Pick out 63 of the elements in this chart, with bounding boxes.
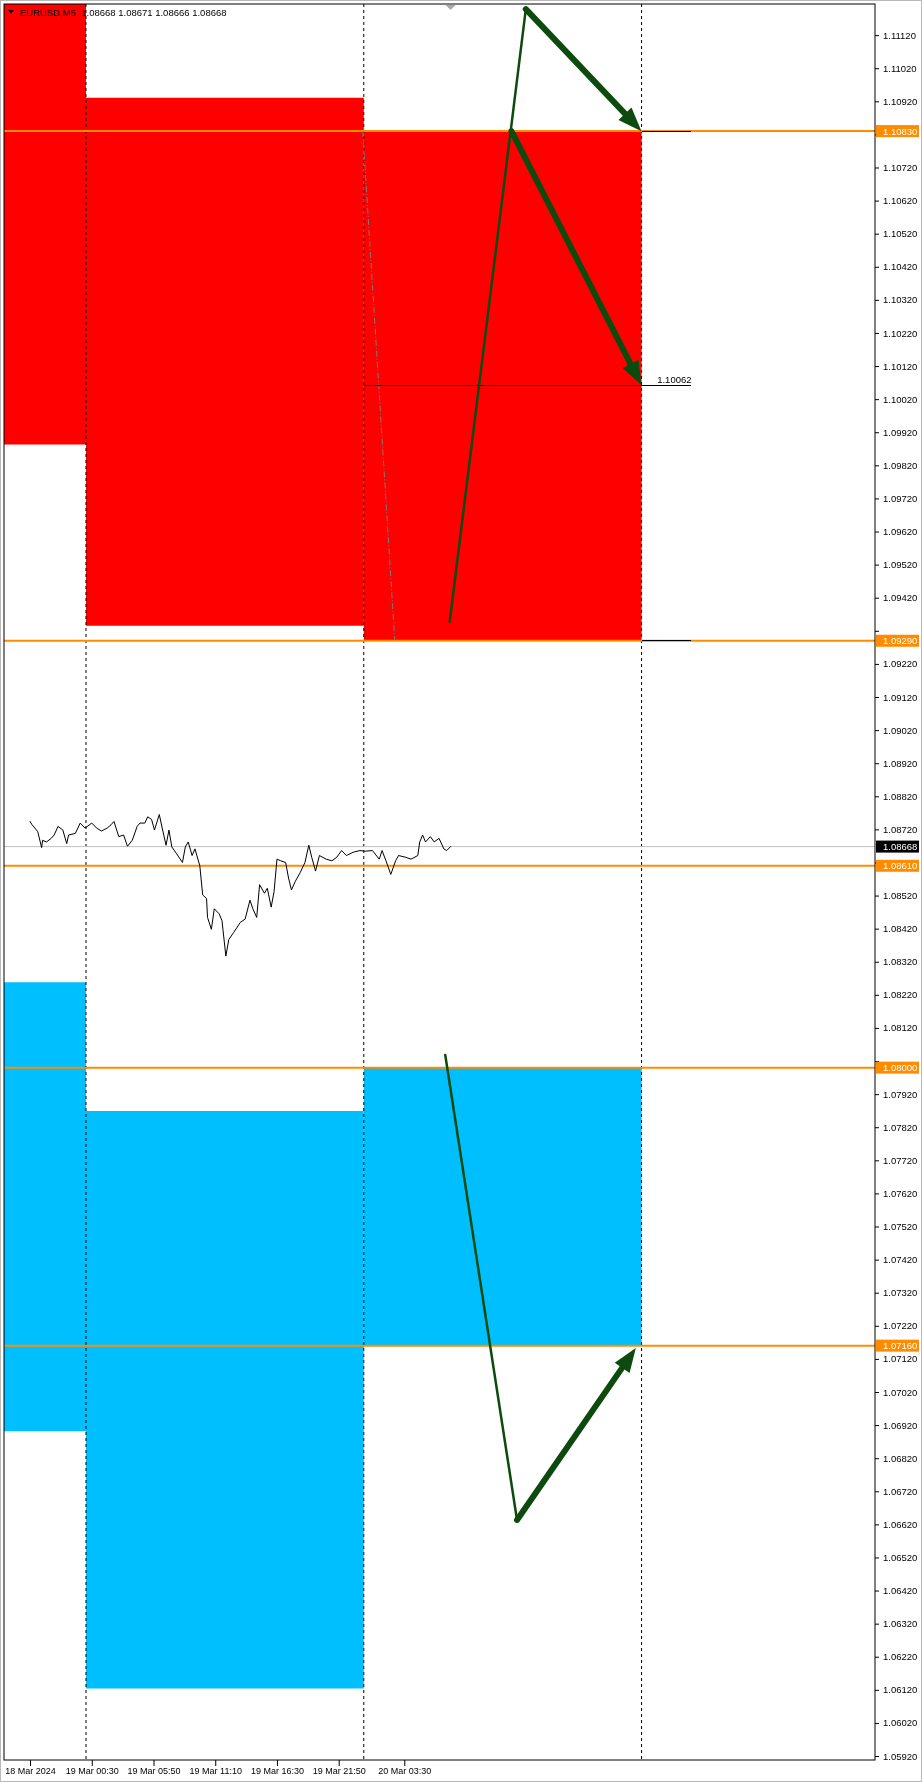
- y-tick-label: 1.07120: [883, 1353, 918, 1365]
- y-tick-label: 1.06820: [883, 1452, 918, 1464]
- x-tick-label: 18 Mar 2024: [5, 1766, 56, 1777]
- y-tick-label: 1.09220: [883, 658, 918, 670]
- y-tick-label: 1.08720: [883, 823, 918, 835]
- y-tick-label: 1.07420: [883, 1254, 918, 1266]
- y-tick-label: 1.10120: [883, 360, 918, 372]
- y-tick-label: 1.06520: [883, 1552, 918, 1563]
- ref-line-label: 1.08668: [883, 841, 918, 853]
- y-tick-label: 1.10320: [883, 294, 918, 306]
- y-tick-label: 1.09020: [883, 724, 918, 736]
- y-tick-label: 1.11120: [883, 29, 916, 41]
- y-tick-label: 1.09620: [883, 526, 918, 538]
- x-tick-label: 19 Mar 21:50: [312, 1766, 366, 1777]
- y-tick-label: 1.07320: [883, 1287, 918, 1299]
- y-tick-label: 1.05920: [883, 1750, 918, 1762]
- y-tick-label: 1.10920: [883, 95, 918, 107]
- y-tick-label: 1.08220: [883, 989, 918, 1001]
- ref-line-label: 1.10830: [883, 125, 918, 137]
- y-tick-label: 1.09920: [883, 426, 918, 438]
- x-tick-label: 19 Mar 11:10: [189, 1766, 242, 1777]
- y-tick-label: 1.09820: [883, 459, 918, 471]
- y-tick-label: 1.06920: [883, 1419, 918, 1431]
- x-tick-label: 19 Mar 05:50: [127, 1766, 181, 1777]
- y-tick-label: 1.07920: [883, 1088, 918, 1100]
- y-tick-label: 1.06720: [883, 1485, 918, 1497]
- y-tick-label: 1.10720: [883, 162, 918, 174]
- y-tick-label: 1.06020: [883, 1717, 918, 1729]
- y-tick-label: 1.09720: [883, 492, 918, 504]
- ref-line-label: 1.08610: [883, 860, 918, 872]
- x-tick-label: 19 Mar 00:30: [65, 1766, 119, 1777]
- y-tick-label: 1.10020: [883, 393, 918, 405]
- y-tick-label: 1.06120: [883, 1684, 918, 1696]
- y-tick-label: 1.07820: [883, 1121, 918, 1133]
- y-tick-label: 1.06420: [883, 1585, 918, 1597]
- y-tick-label: 1.08320: [883, 956, 918, 968]
- y-tick-label: 1.09520: [883, 559, 918, 571]
- y-tick-label: 1.08920: [883, 757, 918, 769]
- ref-line-label: 1.09290: [883, 635, 918, 647]
- x-tick-label: 20 Mar 03:30: [378, 1766, 432, 1777]
- y-tick-label: 1.07720: [883, 1154, 918, 1166]
- y-tick-label: 1.06220: [883, 1651, 918, 1663]
- y-tick-label: 1.08420: [883, 923, 918, 935]
- y-tick-label: 1.08520: [883, 890, 918, 902]
- y-tick-label: 1.10620: [883, 195, 918, 207]
- y-tick-label: 1.09120: [883, 691, 918, 703]
- y-tick-label: 1.08820: [883, 790, 918, 802]
- y-tick-label: 1.10420: [883, 261, 918, 273]
- ref-line-label: 1.08000: [883, 1062, 918, 1074]
- y-tick-label: 1.07520: [883, 1221, 918, 1233]
- y-tick-label: 1.10520: [883, 228, 918, 240]
- y-tick-label: 1.07220: [883, 1320, 918, 1332]
- y-tick-label: 1.07620: [883, 1187, 918, 1199]
- y-tick-label: 1.08120: [883, 1022, 918, 1034]
- y-tick-label: 1.11020: [883, 62, 917, 74]
- ref-line-label: 1.07160: [883, 1340, 918, 1352]
- y-tick-label: 1.09420: [883, 592, 918, 604]
- annotation: 1.10062: [657, 374, 692, 386]
- x-tick-label: 19 Mar 16:30: [250, 1766, 304, 1777]
- y-tick-label: 1.10220: [883, 327, 918, 339]
- y-tick-label: 1.06320: [883, 1618, 918, 1630]
- y-tick-label: 1.06620: [883, 1518, 918, 1530]
- y-tick-label: 1.07020: [883, 1386, 918, 1398]
